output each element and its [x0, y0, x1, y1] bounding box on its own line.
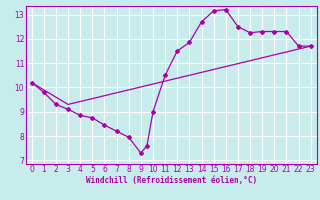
X-axis label: Windchill (Refroidissement éolien,°C): Windchill (Refroidissement éolien,°C) — [86, 176, 257, 185]
